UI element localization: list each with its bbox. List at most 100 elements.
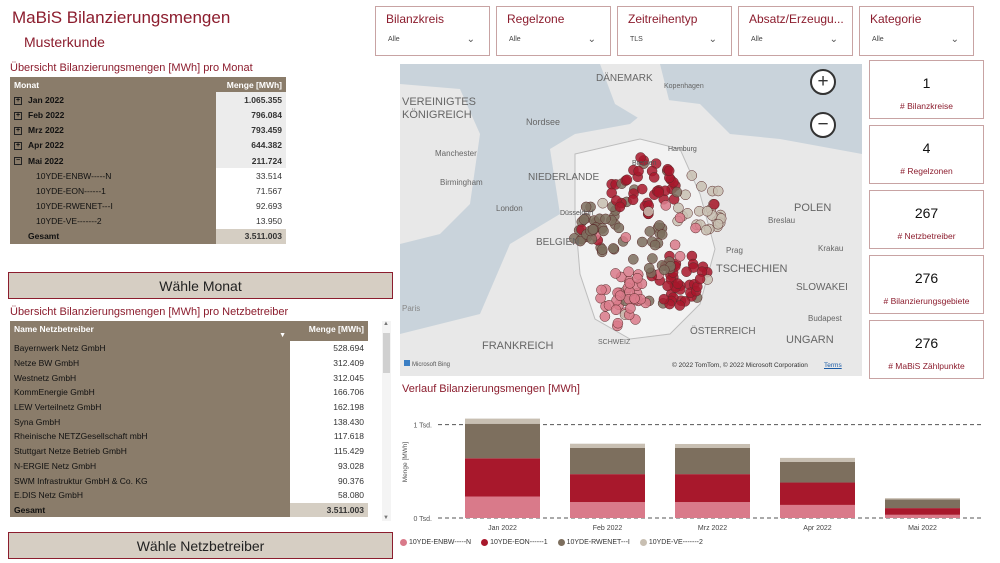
map-bubble[interactable] (674, 251, 686, 262)
map-bubble[interactable] (644, 226, 656, 237)
select-operator-button[interactable]: Wähle Netzbetreiber (8, 532, 393, 559)
map-bubble[interactable] (674, 212, 686, 224)
map-bubble[interactable] (597, 244, 608, 255)
map-bubble[interactable] (635, 152, 646, 163)
bar-segment[interactable] (675, 474, 750, 503)
legend-item[interactable]: 10YDE-VE-------2 (639, 539, 703, 546)
map-bubble[interactable] (658, 293, 670, 305)
table-row[interactable]: Rheinische NETZGesellschaft mbH 117.618 (10, 429, 368, 444)
map-visual[interactable]: DÄNEMARK VEREINIGTES KÖNIGREICH Nordsee … (400, 64, 862, 376)
map-bubble[interactable] (610, 268, 621, 279)
map-bubble[interactable] (629, 293, 640, 304)
bar-segment[interactable] (780, 482, 855, 505)
slicer-bilanzkreis[interactable]: Bilanzkreis Alle ⌄ (375, 6, 490, 56)
map-bubble[interactable] (659, 264, 670, 276)
map-bubble[interactable] (599, 311, 611, 322)
bar-segment[interactable] (885, 499, 960, 509)
table-row[interactable]: Westnetz GmbH 312.045 (10, 370, 368, 386)
bar-segment[interactable] (570, 448, 645, 475)
map-bubble[interactable] (608, 243, 619, 254)
table-row[interactable]: SWM Infrastruktur GmbH & Co. KG 90.376 (10, 473, 368, 488)
bar-segment[interactable] (885, 514, 960, 518)
terms-link[interactable]: Terms (824, 362, 842, 369)
bar-segment[interactable] (570, 443, 645, 448)
map-bubble[interactable] (636, 236, 648, 248)
collapse-icon[interactable]: − (14, 157, 22, 166)
bar-segment[interactable] (885, 498, 960, 500)
map-bubble[interactable] (653, 187, 665, 198)
expand-icon[interactable]: + (14, 142, 22, 151)
scrollbar[interactable]: ▲ ▼ (382, 321, 391, 521)
zoom-out-button[interactable]: − (810, 112, 836, 138)
table-row[interactable]: LEW Verteilnetz GmbH 162.198 (10, 399, 368, 415)
bar-segment[interactable] (780, 462, 855, 483)
table-row[interactable]: 10YDE-EON------1 71.567 (10, 183, 286, 199)
expand-icon[interactable]: + (14, 96, 22, 105)
slicer-regelzone[interactable]: Regelzone Alle ⌄ (496, 6, 611, 56)
bar-segment[interactable] (465, 418, 540, 424)
map-bubble[interactable] (636, 183, 648, 195)
map-bubble[interactable] (625, 303, 636, 314)
map-bubble[interactable] (648, 172, 660, 183)
map-bubble[interactable] (673, 202, 684, 214)
table-row[interactable]: Netze BW GmbH 312.409 (10, 355, 368, 371)
column-header-amount[interactable]: Menge [MWh] (290, 321, 368, 341)
map-bubble[interactable] (633, 165, 644, 177)
map-bubble[interactable] (620, 232, 632, 243)
map-bubble[interactable] (649, 239, 661, 251)
bar-segment[interactable] (570, 502, 645, 518)
legend-item[interactable]: 10YDE-EON------1 (481, 539, 548, 546)
bar-segment[interactable] (465, 496, 540, 518)
slicer-zeitreihentyp[interactable]: Zeitreihentyp TLS ⌄ (617, 6, 732, 56)
map-bubble[interactable] (598, 225, 609, 237)
bar-segment[interactable] (675, 443, 750, 448)
map-bubble[interactable] (643, 206, 654, 217)
map-bubble[interactable] (578, 214, 590, 225)
table-row[interactable]: 10YDE-RWENET---I 92.693 (10, 198, 286, 214)
sort-descending-icon[interactable]: ▼ (279, 332, 286, 339)
bar-segment[interactable] (780, 504, 855, 518)
map-bubble[interactable] (672, 278, 684, 289)
map-bubble[interactable] (627, 194, 639, 206)
map-bubble[interactable] (701, 224, 712, 236)
table-row[interactable]: 10YDE-VE-------2 13.950 (10, 213, 286, 229)
chevron-down-icon[interactable]: ⌄ (829, 34, 838, 45)
map-bubble[interactable] (654, 220, 665, 231)
bar-segment[interactable] (780, 457, 855, 462)
zoom-in-button[interactable]: + (810, 69, 836, 95)
bar-segment[interactable] (675, 502, 750, 518)
expand-icon[interactable]: + (14, 111, 22, 120)
map-bubble[interactable] (613, 222, 625, 234)
bar-segment[interactable] (675, 448, 750, 475)
map-bubble[interactable] (671, 186, 683, 198)
legend-item[interactable]: 10YDE-RWENET---I (557, 539, 630, 546)
table-row[interactable]: Stuttgart Netze Betrieb GmbH 115.429 (10, 443, 368, 459)
map-bubble[interactable] (643, 262, 655, 274)
table-row[interactable]: Syna GmbH 138.430 (10, 414, 368, 430)
map-bubble[interactable] (694, 273, 706, 285)
map-bubble[interactable] (614, 201, 626, 213)
table-row[interactable]: KommEnergie GmbH 166.706 (10, 385, 368, 400)
table-row[interactable]: N-ERGIE Netz GmbH 93.028 (10, 458, 368, 474)
slicer-absatz-erzeugung[interactable]: Absatz/Erzeugu... Alle ⌄ (738, 6, 853, 56)
map-bubble[interactable] (674, 300, 686, 311)
map-bubble[interactable] (647, 253, 658, 264)
map-bubble[interactable] (662, 280, 673, 292)
map-bubble[interactable] (632, 272, 643, 284)
map-bubble[interactable] (663, 165, 675, 177)
table-row[interactable]: + Feb 2022 796.084 (10, 107, 286, 123)
column-header-operator[interactable]: Name Netzbetreiber ▼ (10, 321, 290, 341)
table-row[interactable]: − Mai 2022 211.724 (10, 152, 286, 169)
map-bubble[interactable] (669, 239, 681, 251)
map-bubble[interactable] (624, 278, 636, 289)
map-bubble[interactable] (621, 174, 633, 186)
map-bubble[interactable] (587, 224, 599, 235)
slicer-kategorie[interactable]: Kategorie Alle ⌄ (859, 6, 974, 56)
table-row[interactable]: + Mrz 2022 793.459 (10, 122, 286, 138)
map-bubble[interactable] (628, 254, 639, 265)
map-bubble[interactable] (702, 205, 713, 217)
map-bubble[interactable] (681, 266, 692, 277)
table-row[interactable]: + Apr 2022 644.382 (10, 137, 286, 153)
chevron-down-icon[interactable]: ⌄ (950, 34, 959, 45)
bar-segment[interactable] (465, 423, 540, 459)
